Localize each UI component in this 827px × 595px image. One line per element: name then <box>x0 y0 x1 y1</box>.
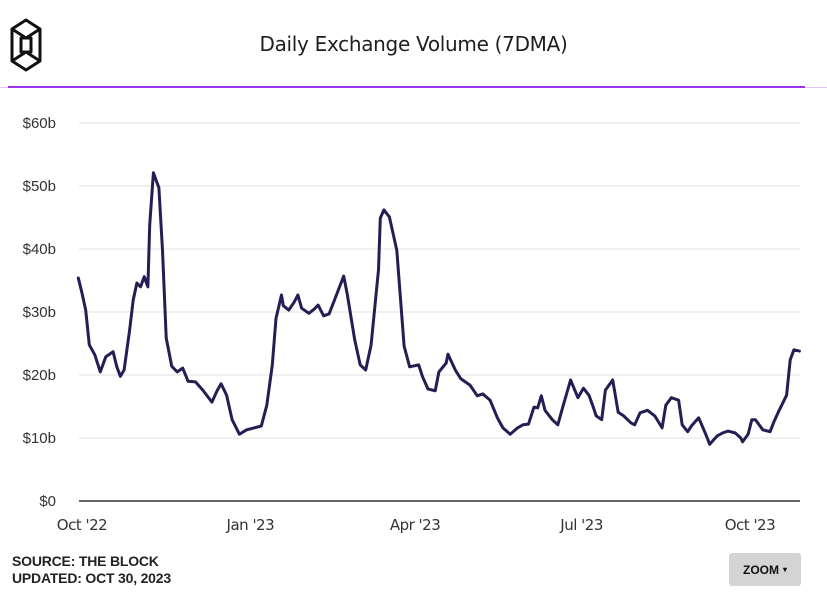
chart-footer: SOURCE: THE BLOCK UPDATED: OCT 30, 2023 <box>12 553 171 587</box>
chart-title: Daily Exchange Volume (7DMA) <box>259 32 568 56</box>
caret-down-icon: ▾ <box>782 565 787 574</box>
x-tick-label: Jul '23 <box>559 516 603 534</box>
y-tick-label: $0 <box>39 493 56 510</box>
y-tick-label: $10b <box>23 430 56 447</box>
x-tick-label: Jan '23 <box>226 516 275 534</box>
source-label: SOURCE: THE BLOCK <box>12 553 159 569</box>
y-tick-label: $50b <box>23 178 56 195</box>
header-divider <box>8 86 805 88</box>
zoom-button-label: ZOOM <box>742 562 779 577</box>
line-chart: $0 $10b $20b $30b $40b $50b $60b Oct '22 Jan '2… <box>23 115 801 534</box>
x-axis-ticks: Oct '22 Jan '23 Apr '23 Jul '23 Oct '23 <box>57 516 776 534</box>
updated-label: UPDATED: OCT 30, 2023 <box>12 570 171 586</box>
x-tick-label: Oct '23 <box>725 516 775 534</box>
the-block-logo-icon <box>10 18 42 72</box>
gridlines <box>79 122 800 439</box>
y-tick-label: $30b <box>23 304 56 321</box>
series-line <box>76 171 801 446</box>
series-group <box>76 171 801 446</box>
x-tick-label: Oct '22 <box>57 516 107 534</box>
y-tick-label: $40b <box>23 241 56 258</box>
y-tick-label: $60b <box>23 115 56 132</box>
y-axis-ticks: $0 $10b $20b $30b $40b $50b $60b <box>23 115 56 510</box>
y-tick-label: $20b <box>23 367 56 384</box>
zoom-button[interactable]: ZOOM ▾ <box>729 553 801 586</box>
x-tick-label: Apr '23 <box>390 516 440 534</box>
